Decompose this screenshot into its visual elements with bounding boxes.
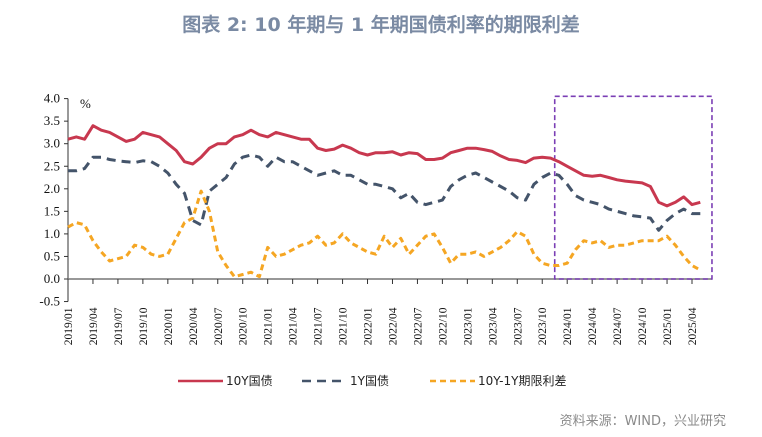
y-axis-unit: % bbox=[80, 96, 91, 111]
x-tick-label: 2024/04 bbox=[587, 307, 599, 345]
x-tick-label: 2024/01 bbox=[562, 307, 574, 345]
x-tick-label: 2023/07 bbox=[512, 307, 524, 345]
x-tick-label: 2023/04 bbox=[487, 307, 499, 345]
y-tick-label: 0.5 bbox=[44, 248, 60, 263]
x-tick-label: 2025/01 bbox=[662, 307, 674, 345]
x-tick-label: 2025/04 bbox=[687, 307, 699, 345]
x-tick-label: 2019/07 bbox=[113, 307, 125, 345]
x-tick-label: 2024/07 bbox=[612, 307, 624, 345]
x-tick-label: 2021/04 bbox=[288, 307, 300, 345]
x-tick-label: 2020/01 bbox=[163, 307, 175, 345]
x-tick-label: 2021/10 bbox=[338, 307, 350, 345]
chart-title: 图表 2: 10 年期与 1 年期国债利率的期限利差 bbox=[182, 14, 580, 36]
highlight-box bbox=[553, 95, 713, 280]
x-tick-label: 2019/04 bbox=[88, 307, 100, 345]
x-tick-label: 2023/10 bbox=[537, 307, 549, 345]
x-tick-label: 2022/10 bbox=[437, 307, 449, 345]
x-tick-label: 2020/10 bbox=[238, 307, 250, 345]
y-tick-label: 1.5 bbox=[44, 203, 60, 218]
x-tick-label: 2020/04 bbox=[188, 307, 200, 345]
y-tick-label: 1.0 bbox=[44, 226, 60, 241]
y-tick-label: -0.5 bbox=[39, 294, 60, 309]
x-tick-label: 2022/01 bbox=[363, 307, 375, 345]
x-tick-label: 2023/01 bbox=[462, 307, 474, 345]
x-tick-label: 2021/07 bbox=[313, 307, 325, 345]
x-tick-label: 2020/07 bbox=[213, 307, 225, 345]
y-tick-label: 3.5 bbox=[44, 113, 60, 128]
series-line-1 bbox=[68, 153, 701, 232]
legend-label: 10Y-1Y期限利差 bbox=[478, 374, 566, 388]
y-tick-label: 2.0 bbox=[44, 181, 60, 196]
x-tick-label: 2019/01 bbox=[63, 307, 75, 345]
x-tick-label: 2019/10 bbox=[138, 307, 150, 345]
source-note: 资料来源：WIND，兴业研究 bbox=[559, 414, 726, 429]
y-tick-label: 2.5 bbox=[44, 158, 60, 173]
x-tick-label: 2022/07 bbox=[412, 307, 424, 345]
series-line-0 bbox=[67, 124, 701, 208]
y-tick-label: 3.0 bbox=[44, 136, 60, 151]
x-tick-label: 2022/04 bbox=[387, 307, 399, 345]
y-tick-label: 0.0 bbox=[44, 271, 60, 286]
x-tick-label: 2021/01 bbox=[263, 307, 275, 345]
series-line-2 bbox=[67, 189, 702, 279]
x-tick-label: 2024/10 bbox=[637, 307, 649, 345]
legend-label: 1Y国债 bbox=[350, 374, 389, 388]
y-tick-label: 4.0 bbox=[44, 91, 60, 106]
legend-label: 10Y国债 bbox=[226, 374, 273, 388]
